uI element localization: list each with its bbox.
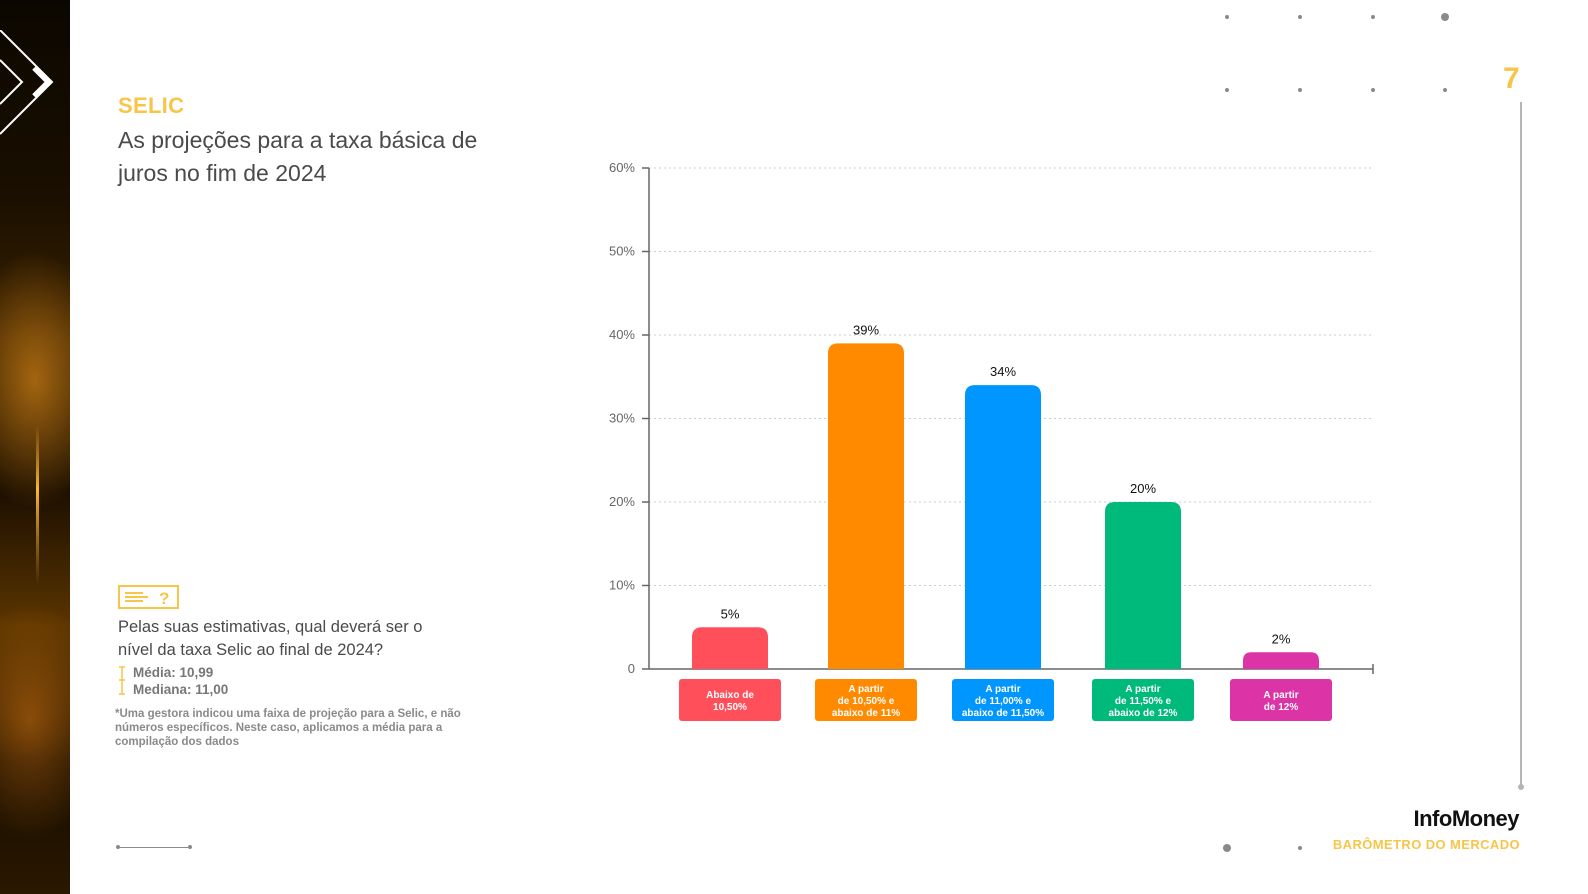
section-label: SELIC xyxy=(118,93,185,118)
category-label: A partir xyxy=(1125,684,1160,695)
vertical-rule xyxy=(1520,102,1522,786)
dot xyxy=(1443,88,1447,92)
category-label: abaixo de 11% xyxy=(832,708,900,719)
dot xyxy=(1298,88,1302,92)
page-number: 7 xyxy=(1503,62,1520,95)
light-streak xyxy=(36,425,39,585)
svg-text:?: ? xyxy=(159,589,169,608)
chevron-icon xyxy=(0,30,54,135)
y-tick-label: 60% xyxy=(609,160,635,175)
category-label: Abaixo de xyxy=(706,690,754,701)
data-label: 2% xyxy=(1272,631,1291,646)
mean-value: Média: 10,99 xyxy=(133,665,214,680)
category-label: de 12% xyxy=(1264,702,1299,713)
summary-stats: Média: 10,99 Mediana: 11,00 xyxy=(118,664,228,698)
page-title: As projeções para a taxa básica de juros… xyxy=(118,127,478,186)
bracket-icon xyxy=(119,666,125,695)
dot xyxy=(1298,15,1302,19)
bottom-rule xyxy=(118,847,190,848)
category-label: A partir xyxy=(848,684,883,695)
bar xyxy=(692,627,768,669)
category-label: de 11,00% e xyxy=(975,696,1032,707)
light-glow xyxy=(0,600,70,840)
data-label: 5% xyxy=(721,606,740,621)
bar xyxy=(965,385,1041,669)
y-tick-label: 50% xyxy=(609,244,635,259)
data-label: 20% xyxy=(1130,481,1156,496)
category-label: 10,50% xyxy=(713,702,747,713)
light-glow xyxy=(0,250,70,510)
decorative-dots xyxy=(1200,0,1500,110)
rule-cap xyxy=(1518,784,1524,790)
category-label-box xyxy=(1092,679,1194,721)
y-tick-label: 20% xyxy=(609,494,635,509)
dot xyxy=(1225,88,1229,92)
dot xyxy=(1223,844,1231,852)
dot xyxy=(1441,13,1449,21)
y-tick-label: 10% xyxy=(609,578,635,593)
question-box-icon: ? xyxy=(118,585,179,609)
dot xyxy=(1371,15,1375,19)
category-label: abaixo de 12% xyxy=(1109,708,1178,719)
survey-question: Pelas suas estimativas, qual deverá ser … xyxy=(118,618,423,659)
y-tick-label: 30% xyxy=(609,411,635,426)
category-label: abaixo de 11,50% xyxy=(962,708,1044,719)
footnote: *Uma gestora indicou uma faixa de projeç… xyxy=(115,708,461,748)
dot xyxy=(1371,88,1375,92)
dot xyxy=(1298,846,1302,850)
dot xyxy=(1225,15,1229,19)
y-tick-label: 0 xyxy=(628,661,635,676)
data-label: 34% xyxy=(990,364,1016,379)
category-label-box xyxy=(815,679,917,721)
decorative-side-strip xyxy=(0,0,70,894)
y-tick-label: 40% xyxy=(609,327,635,342)
category-label-box xyxy=(679,679,781,721)
data-label: 39% xyxy=(853,322,879,337)
category-label: de 10,50% e xyxy=(838,696,895,707)
rule-cap xyxy=(188,845,192,849)
category-label: A partir xyxy=(1263,690,1298,701)
median-value: Mediana: 11,00 xyxy=(133,682,229,697)
category-label: A partir xyxy=(985,684,1020,695)
brand-subtitle: BARÔMETRO DO MERCADO xyxy=(1332,837,1520,852)
rule-cap xyxy=(116,845,120,849)
category-label-box xyxy=(952,679,1054,721)
bar xyxy=(828,343,904,669)
category-label: de 11,50% e xyxy=(1115,696,1172,707)
brand-logo: InfoMoney xyxy=(1413,806,1520,831)
category-label-box xyxy=(1230,679,1332,721)
bar xyxy=(1105,502,1181,669)
bar xyxy=(1243,652,1319,669)
